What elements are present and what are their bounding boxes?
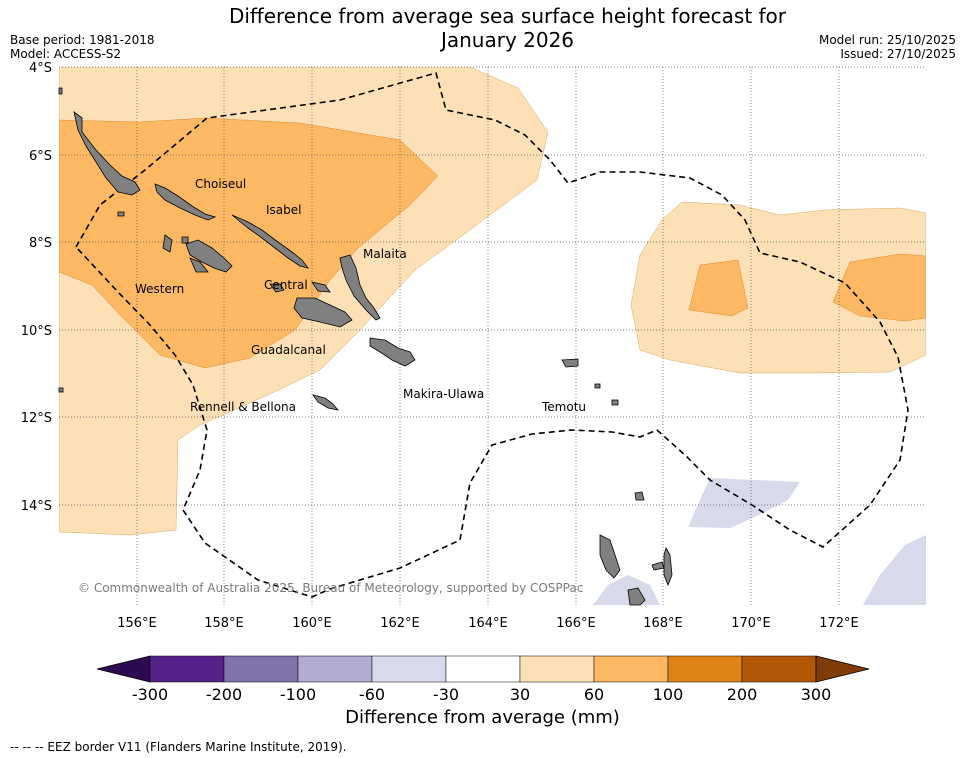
colorbar-tick: 60 <box>584 685 604 700</box>
lon-label: 166°E <box>556 616 596 631</box>
longitude-labels: 156°E 158°E 160°E 162°E 164°E 166°E 168°… <box>117 616 859 631</box>
island-tiny-5 <box>58 387 64 393</box>
copyright-notice: © Commonwealth of Australia 2025, Bureau… <box>78 581 583 595</box>
island-santa-cruz <box>561 358 579 368</box>
lon-label: 160°E <box>292 616 332 631</box>
colorbar-tick: -200 <box>206 685 242 700</box>
colorbar-swatch <box>445 655 521 683</box>
anomaly-neg60-30-2 <box>863 535 926 605</box>
lon-label: 158°E <box>204 616 244 631</box>
island-tiny-2 <box>611 399 619 406</box>
island-vanuatu-pentecost <box>663 546 673 587</box>
island-vanuatu-north <box>634 491 645 501</box>
colorbar-tick: 200 <box>727 685 758 700</box>
lon-label: 168°E <box>643 616 683 631</box>
colorbar-swatch <box>223 655 299 683</box>
issued-date: Issued: 27/10/2025 <box>840 47 956 61</box>
island-rennell <box>312 394 340 411</box>
island-malaita <box>339 254 381 321</box>
label-rennell-bellona: Rennell & Bellona <box>190 400 296 414</box>
base-period: Base period: 1981-2018 <box>10 33 155 47</box>
lat-label: 10°S <box>21 324 52 339</box>
colorbar-swatch <box>371 655 447 683</box>
label-central: Central <box>264 278 308 292</box>
label-temotu: Temotu <box>541 400 586 414</box>
colorbar-swatch <box>667 655 743 683</box>
colorbar-tick: 30 <box>510 685 530 700</box>
island-kolombangara <box>162 234 173 253</box>
anomaly-neg60-30-1 <box>688 478 800 528</box>
island-choiseul <box>73 111 141 196</box>
anomaly-60-100-west <box>59 117 439 369</box>
land-masses <box>58 87 673 606</box>
map-figure: Choiseul Isabel Malaita Western Central … <box>21 61 926 700</box>
island-florida <box>269 283 285 293</box>
lat-label: 14°S <box>21 499 52 514</box>
colorbar: -300 -200 -100 -60 -30 30 60 100 200 300 <box>96 655 870 700</box>
colorbar-tick: 300 <box>801 685 832 700</box>
colorbar-tick: -300 <box>132 685 168 700</box>
island-tiny-1 <box>594 383 601 389</box>
anomaly-60-100-east-1 <box>688 259 749 317</box>
lon-label: 164°E <box>468 616 508 631</box>
island-vella <box>185 239 233 273</box>
colorbar-swatch <box>593 655 669 683</box>
island-tiny-6 <box>58 87 63 95</box>
island-vanuatu-espiritu <box>599 534 621 579</box>
colorbar-tick: -30 <box>433 685 459 700</box>
eez-border <box>75 72 909 598</box>
model-info: Base period: 1981-2018 Model: ACCESS-S2 <box>10 33 155 61</box>
island-small-west <box>189 257 209 273</box>
lat-label: 12°S <box>21 411 52 426</box>
island-makira <box>369 337 416 367</box>
lon-label: 156°E <box>117 616 157 631</box>
island-tiny-4 <box>181 236 189 244</box>
anomaly-60-100-east-2 <box>832 253 926 322</box>
label-guadalcanal: Guadalcanal <box>251 343 326 357</box>
eez-legend-note: -- -- -- EEZ border V11 (Flanders Marine… <box>10 740 347 754</box>
lat-label: 8°S <box>29 236 52 251</box>
colorbar-tick: -60 <box>359 685 385 700</box>
run-info: Model run: 25/10/2025 Issued: 27/10/2025 <box>819 33 956 61</box>
island-isabel <box>231 214 309 269</box>
island-russell <box>311 281 331 293</box>
island-new-georgia <box>154 183 217 221</box>
title-line-2: January 2026 <box>440 28 575 52</box>
model-name: Model: ACCESS-S2 <box>10 47 122 61</box>
colorbar-max-extend <box>815 655 870 683</box>
island-vanuatu-malekula <box>627 587 646 606</box>
label-malaita: Malaita <box>363 247 407 261</box>
colorbar-swatch <box>297 655 373 683</box>
province-labels: Choiseul Isabel Malaita Western Central … <box>135 177 586 414</box>
lat-label: 6°S <box>29 149 52 164</box>
island-guadalcanal <box>293 297 353 328</box>
island-tiny-3 <box>117 211 125 217</box>
colorbar-tick-labels: -300 -200 -100 -60 -30 30 60 100 200 300 <box>132 685 831 700</box>
colorbar-min-extend <box>96 655 151 683</box>
colorbar-title: Difference from average (mm) <box>345 707 620 728</box>
lon-label: 170°E <box>731 616 771 631</box>
model-run: Model run: 25/10/2025 <box>818 33 956 47</box>
label-choiseul: Choiseul <box>195 177 246 191</box>
lon-label: 162°E <box>380 616 420 631</box>
colorbar-tick: -100 <box>280 685 316 700</box>
label-makira-ulawa: Makira-Ulawa <box>403 387 484 401</box>
colorbar-swatch <box>519 655 595 683</box>
label-isabel: Isabel <box>266 203 301 217</box>
lon-label: 172°E <box>819 616 859 631</box>
colorbar-swatch <box>741 655 817 683</box>
colorbar-swatch <box>149 655 225 683</box>
lat-label: 4°S <box>29 61 52 76</box>
title-line-1: Difference from average sea surface heig… <box>228 4 787 28</box>
label-western: Western <box>135 282 184 296</box>
colorbar-tick: 100 <box>653 685 684 700</box>
chart-title: Difference from average sea surface heig… <box>200 4 815 52</box>
latitude-labels: 4°S 6°S 8°S 10°S 12°S 14°S <box>21 61 52 514</box>
